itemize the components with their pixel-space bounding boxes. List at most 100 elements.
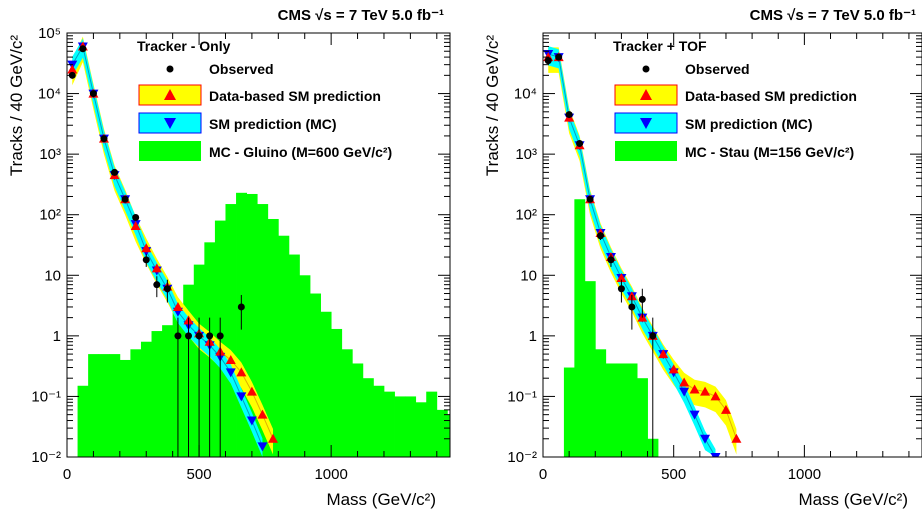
- signal-bin: [563, 367, 575, 457]
- mc-marker: [710, 453, 721, 457]
- signal-bin: [626, 363, 638, 457]
- y-tick-label: 10: [44, 267, 61, 284]
- legend-label: SM prediction (MC): [685, 116, 813, 132]
- mc-marker: [679, 387, 690, 397]
- plot-frame: [542, 32, 922, 458]
- signal-bin: [447, 414, 450, 457]
- x-tick-label: 0: [63, 466, 71, 483]
- plot-area: [543, 46, 742, 457]
- data-based-marker: [257, 409, 268, 419]
- data-based-marker: [67, 64, 78, 74]
- signal-bin: [584, 281, 596, 457]
- signal-bin: [119, 359, 131, 457]
- y-tick-label: 1: [529, 328, 537, 345]
- signal-bin: [162, 325, 174, 457]
- data-based-marker: [720, 404, 731, 414]
- y-tick-label: 10²: [39, 207, 61, 224]
- signal-bin: [151, 331, 163, 457]
- y-tick-label: 10⁻¹: [31, 388, 61, 405]
- mc-band: [548, 46, 716, 457]
- data-based-marker: [172, 301, 183, 311]
- observed-point: [195, 332, 203, 340]
- observed-point: [153, 281, 161, 289]
- observed-point: [100, 135, 108, 143]
- data-based-marker: [658, 349, 669, 359]
- observed-point: [565, 111, 573, 119]
- observed-point: [89, 90, 97, 98]
- signal-bin: [299, 275, 311, 457]
- legend-label: Observed: [209, 61, 274, 77]
- signal-bin: [574, 199, 586, 457]
- data-based-marker: [700, 386, 711, 396]
- observed-point: [617, 285, 625, 293]
- observed-point: [576, 139, 584, 147]
- y-tick-label: 10³: [515, 146, 537, 163]
- signal-bin: [405, 396, 417, 457]
- observed-point: [132, 213, 140, 221]
- data-based-band: [72, 36, 274, 455]
- mc-marker: [225, 368, 236, 378]
- observed-point: [607, 256, 615, 264]
- legend-data-based-marker: [164, 89, 176, 100]
- x-axis-title: Mass (GeV/c²): [326, 490, 436, 509]
- y-tick-label: 10⁻¹: [507, 388, 537, 405]
- signal-bin: [77, 385, 89, 457]
- plot-area: [67, 36, 450, 457]
- signal-bin: [426, 391, 438, 457]
- y-tick-label: 10⁵: [38, 25, 61, 42]
- y-tick-label: 10²: [515, 207, 537, 224]
- observed-point: [111, 168, 119, 176]
- mc-marker: [246, 416, 257, 426]
- legend-signal-swatch: [139, 141, 201, 161]
- observed-point: [121, 195, 129, 203]
- signal-bin: [616, 363, 628, 457]
- panel-label: Tracker + TOF: [613, 38, 707, 54]
- signal-bin: [88, 354, 100, 457]
- data-based-marker: [130, 221, 141, 231]
- x-tick-label: 1000: [788, 466, 821, 483]
- signal-bin: [394, 396, 406, 457]
- y-axis-title: Tracks / 40 GeV/c²: [7, 35, 26, 176]
- x-tick-label: 1000: [314, 466, 347, 483]
- data-based-marker: [710, 391, 721, 401]
- observed-point: [586, 195, 594, 203]
- observed-point: [237, 303, 245, 311]
- y-tick-label: 10⁴: [514, 86, 537, 103]
- legend-label: Data-based SM prediction: [685, 88, 857, 104]
- mc-marker: [689, 410, 700, 420]
- observed-point: [555, 53, 563, 61]
- data-based-marker: [731, 433, 742, 443]
- mc-band: [72, 38, 263, 457]
- y-tick-label: 10⁻²: [507, 449, 537, 466]
- signal-bin: [267, 218, 279, 457]
- data-based-marker: [151, 263, 162, 273]
- observed-point: [142, 256, 150, 264]
- data-based-marker: [141, 243, 152, 253]
- panel-1: 0 500 1000 10⁻² 10⁻¹ 1 10 10² 10³ 10⁴ 10⁵ Mass (GeV…: [7, 7, 451, 509]
- y-tick-label: 10⁴: [38, 86, 61, 103]
- legend-label: MC - Gluino (M=600 GeV/c²): [209, 144, 392, 160]
- x-tick-label: 500: [661, 466, 686, 483]
- signal-bin: [140, 341, 152, 457]
- signal-bin: [341, 349, 353, 457]
- y-tick-label: 10: [520, 267, 537, 284]
- cms-header: CMS √s = 7 TeV 5.0 fb⁻¹: [278, 7, 444, 24]
- data-based-marker: [225, 354, 236, 364]
- observed-point: [597, 232, 605, 240]
- legend-signal-swatch: [615, 141, 677, 161]
- signal-bin: [637, 378, 648, 457]
- observed-point: [163, 285, 171, 293]
- legend-observed-marker: [642, 65, 650, 73]
- x-tick-label: 0: [539, 466, 547, 483]
- legend-mc-marker: [164, 118, 176, 129]
- observed-point: [79, 45, 87, 53]
- signal-bin: [352, 363, 364, 457]
- x-axis-title: Mass (GeV/c²): [798, 490, 908, 509]
- legend-observed-marker: [166, 65, 174, 73]
- data-based-band: [548, 47, 737, 455]
- data-based-marker: [616, 273, 627, 283]
- observed-point: [216, 332, 224, 340]
- signal-bin: [436, 409, 448, 457]
- observed-point: [544, 57, 552, 65]
- data-based-marker: [268, 433, 279, 443]
